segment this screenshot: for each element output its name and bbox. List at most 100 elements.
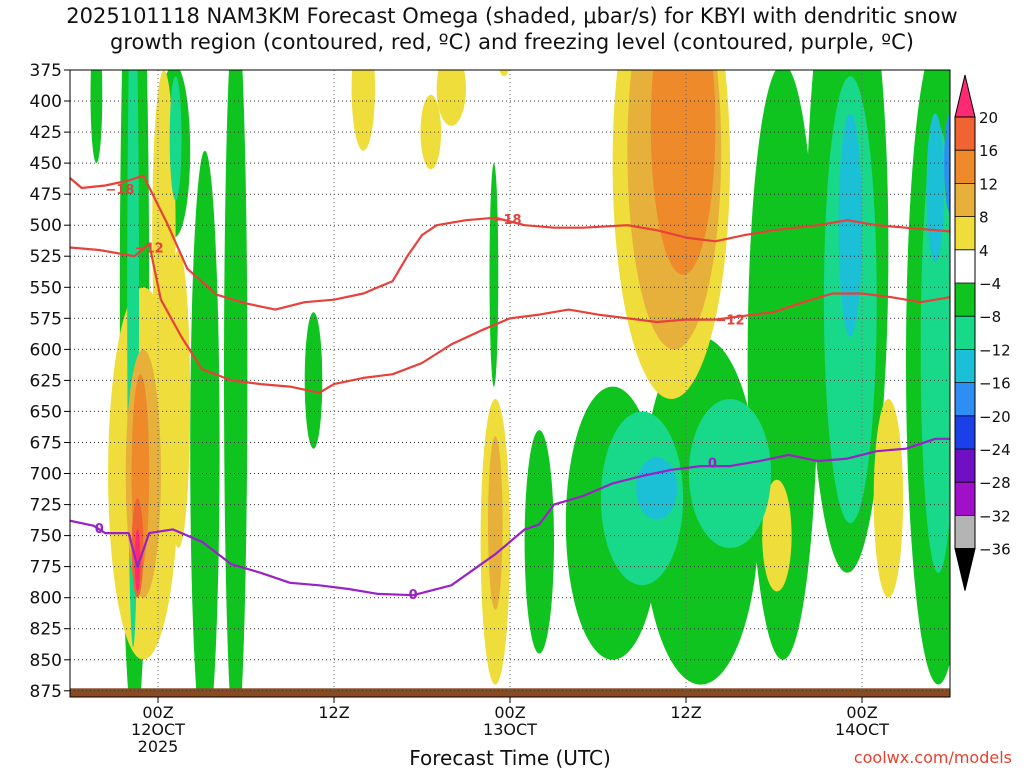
x-tick-label-0-2: 2025 — [138, 737, 179, 756]
colorbar-label-3: 8 — [979, 209, 989, 227]
colorbar-swatch-1 — [955, 150, 975, 184]
colorbar-label-4: 4 — [979, 242, 989, 260]
x-tick-label-4-0: 00Z — [846, 703, 877, 722]
colorbar-swatch-3 — [955, 216, 975, 250]
contour-label-1-1: −12 — [716, 314, 745, 329]
y-tick-label-775: 775 — [30, 558, 62, 578]
y-tick-label-725: 725 — [30, 496, 62, 516]
contour-label-2-2: 0 — [708, 456, 717, 471]
omega-region-29 — [920, 125, 950, 573]
x-tick-label-2-0: 00Z — [494, 703, 525, 722]
x-tick-label-0-1: 12OCT — [131, 720, 185, 739]
omega-region-25 — [169, 76, 182, 201]
colorbar-label-13: −36 — [979, 541, 1011, 559]
colorbar-swatch-2 — [955, 183, 975, 217]
x-tick-label-0-0: 00Z — [142, 703, 173, 722]
colorbar-bottom-arrow — [954, 548, 976, 591]
x-tick-label-4-1: 14OCT — [835, 720, 889, 739]
colorbar-swatch-7 — [955, 349, 975, 383]
credit-link[interactable]: coolwx.com/models — [854, 748, 1012, 767]
omega-region-15 — [436, 70, 466, 126]
omega-region-5 — [304, 312, 323, 449]
y-tick-label-600: 600 — [30, 340, 62, 360]
y-tick-label-750: 750 — [30, 527, 62, 547]
colorbar-label-5: −4 — [979, 275, 1001, 293]
x-tick-label-1-0: 12Z — [318, 703, 349, 722]
contour-dgz-0 — [70, 174, 950, 311]
omega-region-13 — [351, 70, 375, 151]
y-tick-label-400: 400 — [30, 92, 62, 112]
x-tick-label-2-1: 13OCT — [483, 720, 537, 739]
colorbar-label-7: −12 — [979, 341, 1011, 359]
colorbar-label-2: 12 — [979, 175, 998, 193]
colorbar-label-11: −28 — [979, 474, 1011, 492]
contour-dgz-1 — [70, 242, 950, 394]
colorbar-label-10: −24 — [979, 441, 1011, 459]
omega-region-23 — [499, 70, 509, 77]
y-tick-label-550: 550 — [30, 278, 62, 298]
omega-region-38 — [944, 113, 950, 213]
grid-lines — [70, 70, 950, 697]
y-tick-label-800: 800 — [30, 589, 62, 609]
y-tick-label-850: 850 — [30, 651, 62, 671]
omega-region-21 — [762, 479, 792, 592]
colorbar-label-9: −20 — [979, 408, 1011, 426]
colorbar-swatch-8 — [955, 382, 975, 416]
y-tick-label-475: 475 — [30, 185, 62, 205]
colorbar-swatch-10 — [955, 449, 975, 483]
omega-region-20 — [873, 399, 904, 598]
omega-region-31 — [488, 436, 503, 611]
colorbar-label-1: 16 — [979, 142, 998, 160]
chart-title-line-1: 2025101118 NAM3KM Forecast Omega (shaded… — [66, 4, 958, 28]
y-tick-label-650: 650 — [30, 402, 62, 422]
chart-title-line-2: growth region (contoured, red, ºC) and f… — [110, 30, 914, 54]
omega-region-40 — [134, 529, 141, 592]
colorbar-swatch-4 — [955, 249, 975, 283]
y-tick-label-825: 825 — [30, 620, 62, 640]
colorbar-label-0: 20 — [979, 109, 998, 127]
axes: 375 400 425 450 475 500 525 550 575 600 625 650 675 7… — [30, 61, 890, 756]
y-tick-label-875: 875 — [30, 682, 62, 702]
contour-label-2-0: 0 — [95, 522, 104, 537]
contour-label-1-0: −12 — [135, 242, 164, 257]
colorbar-label-8: −16 — [979, 375, 1011, 393]
contour-label-2-1: 0 — [409, 588, 418, 603]
terrain-surface — [70, 688, 950, 697]
colorbar-swatch-12 — [955, 515, 975, 549]
colorbar-label-12: −32 — [979, 507, 1011, 525]
omega-region-1 — [90, 70, 103, 164]
contour-label-0-1: −18 — [493, 213, 522, 228]
y-tick-label-700: 700 — [30, 465, 62, 485]
colorbar-swatch-5 — [955, 283, 975, 317]
contour-label-0-0: −18 — [105, 183, 134, 198]
y-tick-label-675: 675 — [30, 434, 62, 454]
y-tick-label-375: 375 — [30, 61, 62, 81]
x-axis-label: Forecast Time (UTC) — [409, 746, 611, 768]
omega-region-34 — [926, 113, 945, 263]
y-tick-label-525: 525 — [30, 247, 62, 267]
x-tick-label-3-0: 12Z — [670, 703, 701, 722]
colorbar-swatch-11 — [955, 482, 975, 516]
omega-region-18 — [166, 250, 191, 548]
contour-freezing-2 — [70, 437, 950, 597]
contour-lines: −18 −18 −12 −12 0 0 0 — [70, 174, 950, 603]
y-tick-label-450: 450 — [30, 154, 62, 174]
colorbar-swatch-6 — [955, 316, 975, 350]
colorbar: 20 16 12 8 4 −4 −8 −12 −16 −20 −24 −28 −32 −36 — [954, 74, 1011, 591]
omega-shading — [90, 70, 950, 697]
y-tick-label-625: 625 — [30, 371, 62, 391]
colorbar-swatch-0 — [955, 117, 975, 151]
y-tick-label-500: 500 — [30, 216, 62, 236]
omega-region-35 — [636, 457, 678, 520]
omega-region-37 — [650, 70, 716, 275]
y-tick-label-575: 575 — [30, 309, 62, 329]
omega-region-3 — [190, 150, 220, 697]
colorbar-swatch-9 — [955, 415, 975, 449]
omega-region-7 — [524, 430, 554, 654]
colorbar-top-arrow — [954, 74, 976, 118]
colorbar-label-6: −8 — [979, 308, 1001, 326]
omega-region-6 — [489, 163, 499, 387]
omega-region-4 — [224, 70, 248, 697]
y-tick-label-425: 425 — [30, 123, 62, 143]
